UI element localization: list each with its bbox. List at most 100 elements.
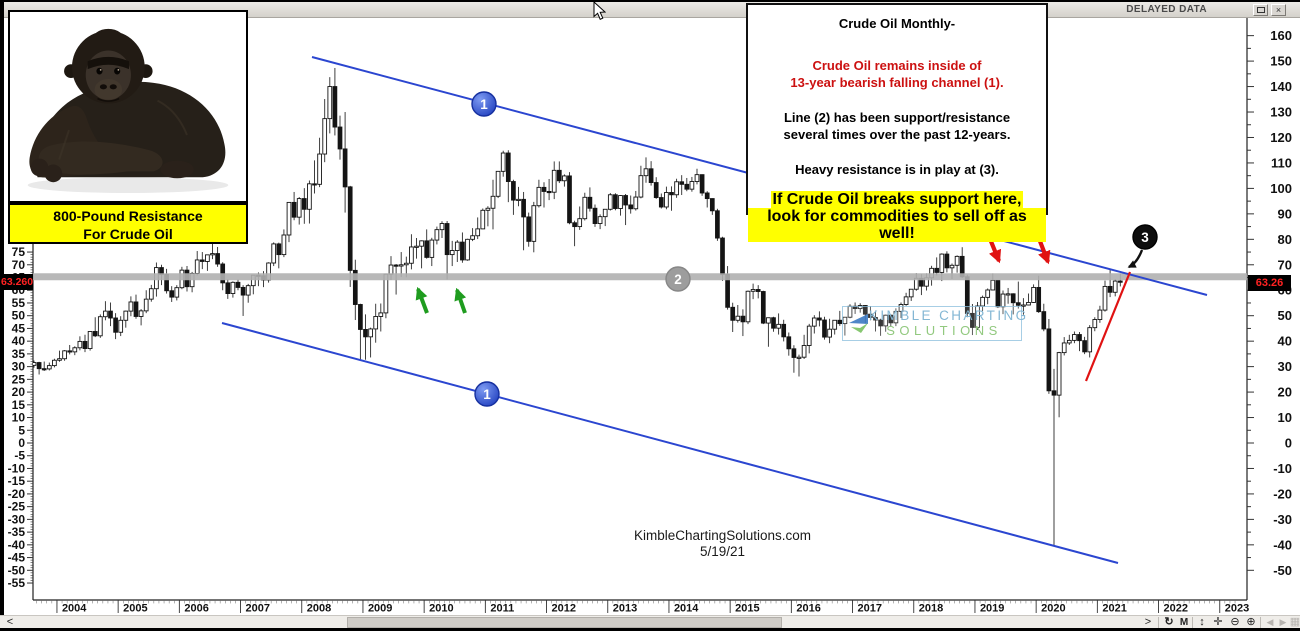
candle-body bbox=[1026, 302, 1031, 306]
window-border-left bbox=[0, 0, 4, 631]
candle-body bbox=[949, 264, 955, 269]
candle-body bbox=[689, 181, 695, 190]
credit: KimbleChartingSolutions.com 5/19/21 bbox=[600, 528, 845, 560]
candle-body bbox=[199, 259, 205, 262]
candle-body bbox=[541, 186, 547, 192]
year-label: 2020 bbox=[1041, 603, 1065, 615]
year-label: 2006 bbox=[184, 603, 208, 615]
right-axis-label: -10 bbox=[1273, 461, 1292, 476]
right-axis-label: 0 bbox=[1285, 436, 1292, 451]
interval-monthly-button[interactable]: M bbox=[1179, 617, 1189, 628]
candle-body bbox=[133, 301, 139, 317]
candle-body bbox=[500, 152, 506, 172]
right-axis-label: -50 bbox=[1273, 563, 1292, 578]
candle-body bbox=[664, 192, 669, 208]
candle-body bbox=[1036, 286, 1042, 313]
lower-channel-line bbox=[221, 322, 1119, 564]
candle-body bbox=[781, 323, 787, 338]
year-label: 2013 bbox=[613, 603, 637, 615]
left-axis-label: -40 bbox=[8, 538, 26, 552]
prev-arrow-icon[interactable]: ◀ bbox=[1266, 617, 1274, 627]
candle-body bbox=[791, 348, 797, 358]
close-button[interactable]: × bbox=[1271, 4, 1286, 16]
candle-body bbox=[704, 192, 710, 200]
candle-body bbox=[623, 195, 628, 206]
marker-circle-1 bbox=[471, 91, 497, 117]
candle-body bbox=[1102, 285, 1108, 311]
marker-circle-3 bbox=[1132, 224, 1158, 250]
pan-icon[interactable]: ✛ bbox=[1213, 616, 1223, 628]
candle-body bbox=[52, 359, 57, 367]
note-body-line-1: Line (2) has been support/resistance bbox=[783, 110, 1011, 125]
marker-label-1: 1 bbox=[483, 387, 491, 402]
left-axis-label: 25 bbox=[12, 372, 26, 386]
candle-body bbox=[1041, 311, 1047, 330]
refresh-icon[interactable]: ↻ bbox=[1164, 616, 1174, 628]
candle-body bbox=[123, 310, 129, 321]
candle-body bbox=[658, 197, 664, 208]
year-label: 2018 bbox=[919, 603, 943, 615]
year-label: 2011 bbox=[490, 603, 514, 615]
scrollbar-thumb[interactable] bbox=[347, 617, 782, 628]
maximize-button[interactable] bbox=[1253, 4, 1268, 16]
vertical-scale-icon[interactable]: ↕ bbox=[1199, 616, 1205, 628]
candle-body bbox=[194, 259, 200, 274]
candle-body bbox=[409, 246, 414, 264]
candle-body bbox=[41, 368, 47, 371]
watermark-line-1: KIMBLE CHARTING bbox=[869, 308, 1029, 323]
right-axis-label: 40 bbox=[1278, 334, 1292, 349]
next-arrow-icon[interactable]: ▶ bbox=[1279, 617, 1287, 627]
right-axis-label: 90 bbox=[1278, 206, 1292, 221]
right-axis-label: 30 bbox=[1278, 359, 1292, 374]
candle-body bbox=[358, 304, 363, 330]
right-axis-label: 70 bbox=[1278, 257, 1292, 272]
marker-label-2: 2 bbox=[674, 272, 682, 287]
candle-body bbox=[490, 195, 496, 209]
year-label: 2004 bbox=[62, 603, 87, 615]
candle-body bbox=[1021, 304, 1026, 307]
left-axis-label: -25 bbox=[8, 500, 26, 514]
candle-body bbox=[271, 243, 277, 264]
candle-body bbox=[755, 289, 761, 292]
candle-body bbox=[87, 331, 93, 349]
candle-body bbox=[33, 362, 37, 366]
candle-body bbox=[485, 207, 491, 211]
candle-body bbox=[832, 319, 838, 330]
window-border-top bbox=[0, 0, 1300, 2]
note-title: Crude Oil Monthly- bbox=[838, 16, 956, 31]
horizontal-scrollbar[interactable]: < > ↻ M ↕ ✛ ⊖ ⊕ ◀ ▶ ▦ bbox=[0, 615, 1300, 628]
candle-body bbox=[1072, 334, 1077, 341]
candle-body bbox=[526, 216, 532, 242]
candle-body bbox=[944, 253, 950, 269]
candle-body bbox=[873, 317, 878, 321]
candle-body bbox=[536, 186, 542, 207]
left-axis-label: 10 bbox=[12, 411, 26, 425]
candle-body bbox=[771, 317, 776, 329]
candle-body bbox=[684, 183, 690, 190]
scrollbar-right-button[interactable]: > bbox=[1144, 616, 1152, 628]
zoom-in-icon[interactable]: ⊕ bbox=[1246, 616, 1256, 628]
candle-body bbox=[970, 312, 975, 328]
left-axis-label: 70 bbox=[12, 258, 26, 272]
candle-body bbox=[796, 356, 802, 359]
candle-body bbox=[235, 281, 241, 288]
candle-body bbox=[908, 288, 914, 298]
grid-view-icon[interactable]: ▦ bbox=[1289, 616, 1300, 628]
candle-body bbox=[1056, 352, 1062, 396]
candle-body bbox=[954, 255, 960, 266]
left-axis-label: -20 bbox=[8, 487, 26, 501]
zoom-out-icon[interactable]: ⊖ bbox=[1230, 616, 1240, 628]
candle-body bbox=[735, 315, 741, 321]
candle-body bbox=[628, 204, 634, 210]
candle-body bbox=[602, 208, 608, 218]
year-label: 2007 bbox=[246, 603, 270, 615]
candle-body bbox=[597, 216, 603, 224]
scrollbar-left-button[interactable]: < bbox=[6, 616, 14, 628]
left-axis-label: -15 bbox=[8, 474, 26, 488]
year-label: 2010 bbox=[429, 603, 453, 615]
green-up-arrow bbox=[415, 286, 429, 314]
candle-body bbox=[903, 296, 909, 305]
right-axis-label: 110 bbox=[1271, 155, 1292, 170]
candle-body bbox=[240, 286, 246, 296]
